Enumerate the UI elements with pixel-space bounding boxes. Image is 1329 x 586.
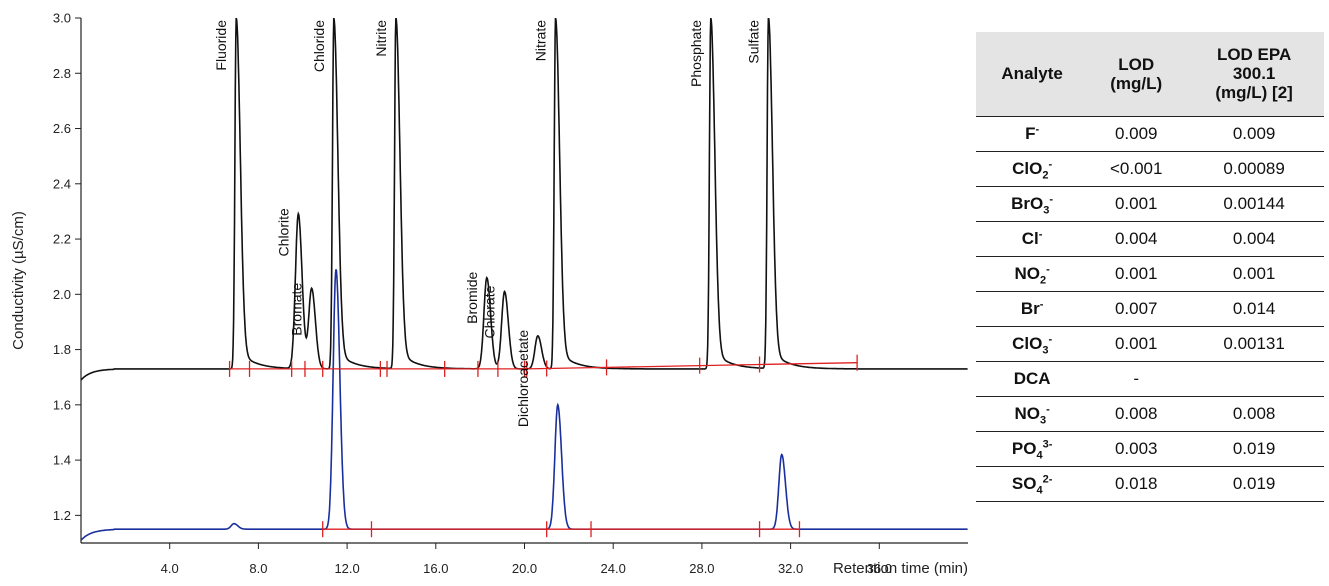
table-row: NO3- 0.008 0.008 [976,396,1324,432]
peak-label: Dichloroacetate [515,330,531,427]
analyte-cell: PO43- [976,431,1089,467]
lod-epa-cell: 0.004 [1184,221,1324,257]
lod-epa-cell: 0.001 [1184,256,1324,292]
analyte-cell: NO3- [976,396,1089,432]
peak-label: Nitrate [533,20,549,61]
lod-epa-cell: 0.00131 [1184,326,1324,362]
analyte-cell: F- [976,116,1089,152]
peak-label: Sulfate [745,20,761,64]
analyte-cell: BrO3- [976,186,1089,222]
lod-cell: - [1088,361,1185,397]
lod-epa-cell [1184,361,1324,397]
lod-cell: 0.003 [1088,431,1185,467]
trace-standard-black [81,18,968,381]
x-tick-label: 8.0 [249,561,267,576]
lod-cell: 0.007 [1088,291,1185,327]
lod-cell: 0.009 [1088,116,1185,152]
header-lod-epa: LOD EPA 300.1 (mg/L) [2] [1184,32,1324,117]
table-row: NO2- 0.001 0.001 [976,256,1324,292]
y-tick-label: 2.4 [53,176,71,191]
lod-cell: 0.008 [1088,396,1185,432]
peak-label: Bromide [464,271,480,323]
x-tick-label: 36.0 [867,561,892,576]
y-tick-label: 1.8 [53,342,71,357]
y-axis-label: Conductivity (µS/cm) [10,211,27,350]
lod-epa-cell: 0.00089 [1184,151,1324,187]
y-tick-label: 2.2 [53,232,71,247]
peak-label: Fluoride [213,20,229,71]
table-row: Cl- 0.004 0.004 [976,221,1324,257]
analyte-cell: Cl- [976,221,1089,257]
lod-epa-cell: 0.008 [1184,396,1324,432]
table-row: PO43- 0.003 0.019 [976,431,1324,467]
y-tick-label: 2.8 [53,66,71,81]
table-row: BrO3- 0.001 0.00144 [976,186,1324,222]
lod-cell: 0.001 [1088,256,1185,292]
y-tick-label: 1.2 [53,508,71,523]
table-row: SO42- 0.018 0.019 [976,466,1324,502]
lod-table: Analyte LOD (mg/L) LOD EPA 300.1 (mg/L) [2]… [976,32,1324,502]
x-tick-label: 12.0 [334,561,359,576]
analyte-cell: NO2- [976,256,1089,292]
header-lod: LOD (mg/L) [1088,32,1185,117]
y-tick-label: 3.0 [53,11,71,26]
x-tick-label: 28.0 [689,561,714,576]
lod-cell: 0.018 [1088,466,1185,502]
x-tick-label: 32.0 [778,561,803,576]
x-tick-label: 4.0 [161,561,179,576]
analyte-cell: DCA [976,361,1089,397]
peak-label: Phosphate [688,20,704,87]
x-axis-label: Retention time (min) [833,560,968,577]
lod-cell: 0.004 [1088,221,1185,257]
lod-epa-cell: 0.019 [1184,466,1324,502]
y-tick-label: 1.4 [53,453,71,468]
peak-label: Chloride [311,20,327,72]
y-tick-label: 2.6 [53,121,71,136]
table-body: F- 0.009 0.009 ClO2- <0.001 0.00089 BrO3- 0.001… [976,116,1324,502]
x-tick-label: 24.0 [601,561,626,576]
y-tick-label: 1.6 [53,397,71,412]
header-analyte: Analyte [976,32,1089,117]
analyte-cell: Br- [976,291,1089,327]
y-tick-label: 2.0 [53,287,71,302]
peak-label: Chlorate [482,285,498,338]
chromatogram-chart: 4.0 8.0 12.0 16.0 20.0 24.0 28.0 32.0 36.0 1.2 1.4… [10,11,968,578]
peak-label: Chlorite [275,208,291,256]
x-tick-label: 20.0 [512,561,537,576]
table-row: F- 0.009 0.009 [976,116,1324,152]
table-row: Br- 0.007 0.014 [976,291,1324,327]
table-header-row: Analyte LOD (mg/L) LOD EPA 300.1 (mg/L) [2] [976,32,1324,117]
peak-label: Nitrite [373,20,389,57]
table-row: DCA - [976,361,1324,397]
x-tick-label: 16.0 [423,561,448,576]
lod-cell: 0.001 [1088,326,1185,362]
lod-epa-cell: 0.019 [1184,431,1324,467]
peak-label: Bromate [289,283,305,336]
lod-epa-cell: 0.009 [1184,116,1324,152]
table-row: ClO3- 0.001 0.00131 [976,326,1324,362]
lod-epa-cell: 0.014 [1184,291,1324,327]
table-row: ClO2- <0.001 0.00089 [976,151,1324,187]
analyte-cell: ClO2- [976,151,1089,187]
analyte-cell: ClO3- [976,326,1089,362]
analyte-cell: SO42- [976,466,1089,502]
lod-epa-cell: 0.00144 [1184,186,1324,222]
lod-cell: <0.001 [1088,151,1185,187]
lod-cell: 0.001 [1088,186,1185,222]
